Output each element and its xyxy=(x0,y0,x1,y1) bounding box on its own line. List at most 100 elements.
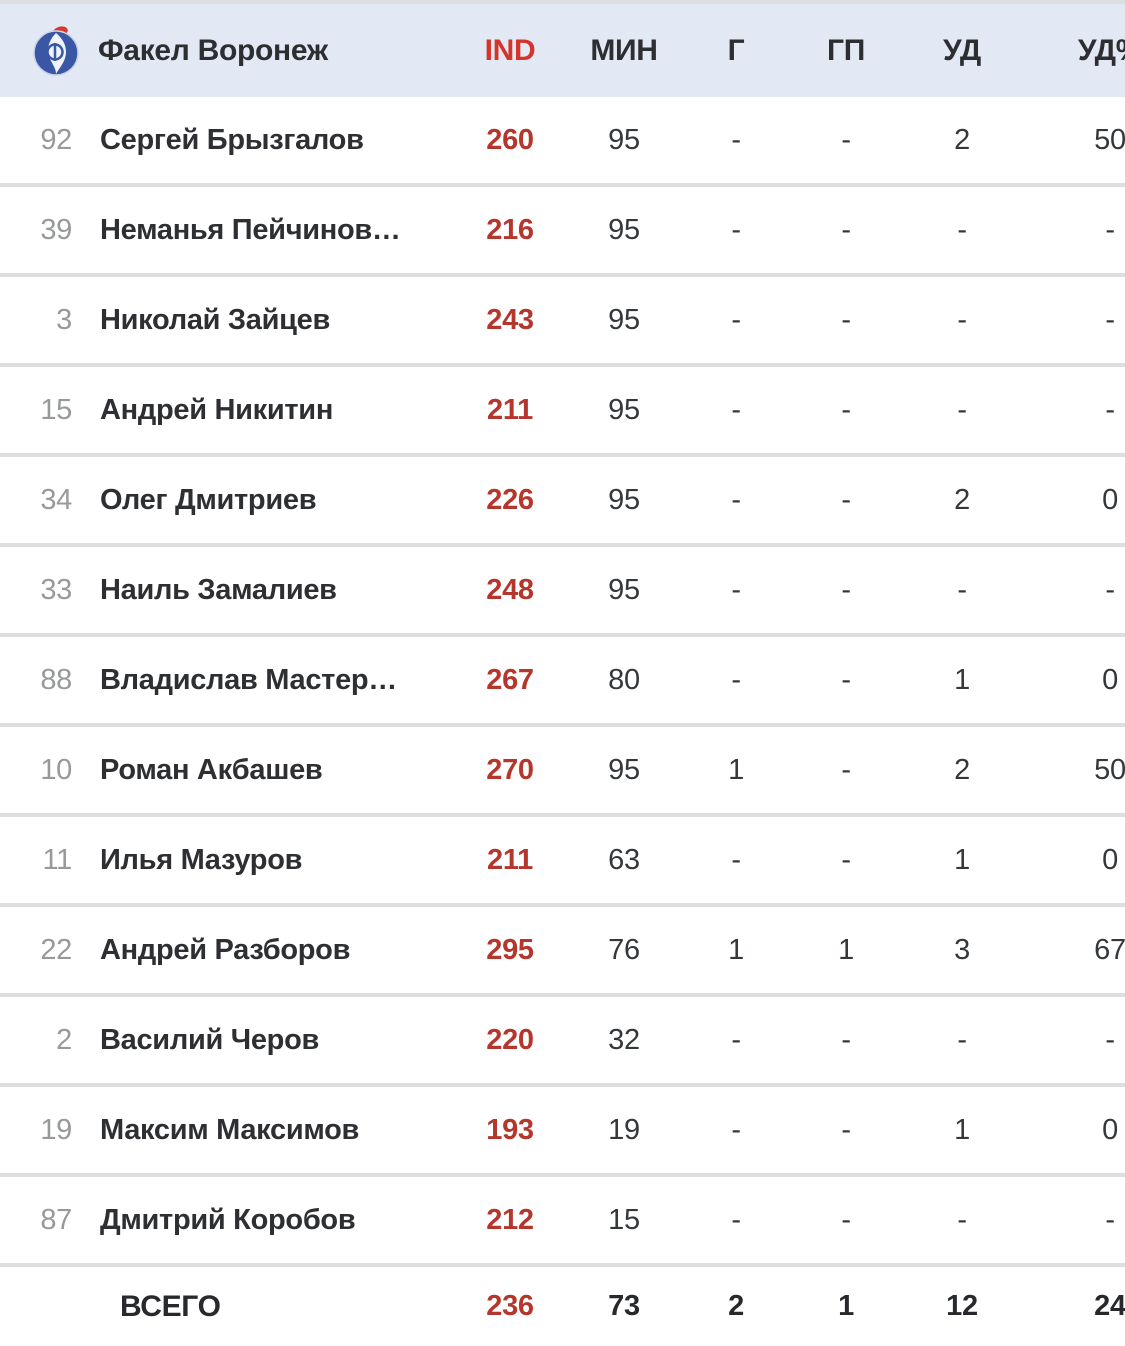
stat-udp: 50 xyxy=(1094,753,1125,786)
stat-ind: 193 xyxy=(486,1113,534,1146)
stat-ind: 260 xyxy=(486,123,534,156)
table-row[interactable]: 39 Неманья Пейчинов… 216 95 - - - - xyxy=(0,187,1125,277)
player-name[interactable]: Неманья Пейчинов… xyxy=(100,213,401,246)
stat-ind: 211 xyxy=(487,393,533,426)
stat-g: - xyxy=(731,843,741,876)
stat-gp: - xyxy=(841,483,851,516)
stat-gp: - xyxy=(841,1203,851,1236)
player-name[interactable]: Наиль Замалиев xyxy=(100,573,337,606)
jersey-number: 33 xyxy=(40,573,72,606)
jersey-number: 2 xyxy=(56,1023,72,1056)
table-header: Факел Воронеж IND МИН Г ГП УД УД% xyxy=(0,4,1125,97)
player-name[interactable]: Илья Мазуров xyxy=(100,843,303,876)
table-row[interactable]: 11 Илья Мазуров 211 63 - - 1 0 xyxy=(0,817,1125,907)
stat-g: 1 xyxy=(728,753,744,786)
stat-udp: - xyxy=(1105,573,1115,606)
team-name: Факел Воронеж xyxy=(98,33,328,67)
stat-udp: - xyxy=(1105,393,1115,426)
stat-gp: - xyxy=(841,753,851,786)
stat-ind: 226 xyxy=(486,483,534,516)
stat-udp: - xyxy=(1105,303,1115,336)
jersey-number: 88 xyxy=(40,663,72,696)
stat-min: 80 xyxy=(608,663,640,696)
stat-g: - xyxy=(731,483,741,516)
table-row[interactable]: 34 Олег Дмитриев 226 95 - - 2 0 xyxy=(0,457,1125,547)
stat-min: 95 xyxy=(608,573,640,606)
player-name[interactable]: Максим Максимов xyxy=(100,1113,360,1146)
stat-min: 19 xyxy=(608,1113,640,1146)
column-header-ud[interactable]: УД xyxy=(943,33,981,67)
stat-ud: - xyxy=(957,213,967,246)
stat-min: 15 xyxy=(608,1203,640,1236)
jersey-number: 34 xyxy=(40,483,72,516)
team-header[interactable]: Факел Воронеж xyxy=(0,25,430,77)
stat-min: 95 xyxy=(608,123,640,156)
stat-g: - xyxy=(731,123,741,156)
column-header-min[interactable]: МИН xyxy=(590,33,658,67)
stat-ud: 2 xyxy=(954,753,970,786)
table-row[interactable]: 3 Николай Зайцев 243 95 - - - - xyxy=(0,277,1125,367)
stat-ind: 220 xyxy=(486,1023,534,1056)
player-name[interactable]: Дмитрий Коробов xyxy=(100,1203,356,1236)
column-header-gp[interactable]: ГП xyxy=(827,33,865,67)
stat-udp: 50 xyxy=(1094,123,1125,156)
stat-min: 95 xyxy=(608,303,640,336)
total-min: 73 xyxy=(608,1290,640,1322)
stat-ud: - xyxy=(957,393,967,426)
table-row[interactable]: 88 Владислав Мастер… 267 80 - - 1 0 xyxy=(0,637,1125,727)
player-name[interactable]: Роман Акбашев xyxy=(100,753,323,786)
stat-ud: - xyxy=(957,1023,967,1056)
stat-min: 32 xyxy=(608,1023,640,1056)
table-row[interactable]: 15 Андрей Никитин 211 95 - - - - xyxy=(0,367,1125,457)
stat-g: - xyxy=(731,1203,741,1236)
stat-ud: 2 xyxy=(954,123,970,156)
stat-gp: - xyxy=(841,123,851,156)
stat-gp: - xyxy=(841,573,851,606)
stat-g: - xyxy=(731,393,741,426)
table-row[interactable]: 22 Андрей Разборов 295 76 1 1 3 67 xyxy=(0,907,1125,997)
jersey-number: 15 xyxy=(40,393,72,426)
stat-ind: 267 xyxy=(486,663,534,696)
jersey-number: 11 xyxy=(42,843,72,876)
table-row[interactable]: 10 Роман Акбашев 270 95 1 - 2 50 xyxy=(0,727,1125,817)
stat-ud: - xyxy=(957,1203,967,1236)
table-row[interactable]: 19 Максим Максимов 193 19 - - 1 0 xyxy=(0,1087,1125,1177)
total-gp: 1 xyxy=(838,1290,854,1322)
stat-g: - xyxy=(731,573,741,606)
player-name[interactable]: Андрей Разборов xyxy=(100,933,351,966)
stat-ind: 270 xyxy=(486,753,534,786)
column-header-udp[interactable]: УД% xyxy=(1077,33,1125,67)
table-row[interactable]: 2 Василий Черов 220 32 - - - - xyxy=(0,997,1125,1087)
player-name[interactable]: Олег Дмитриев xyxy=(100,483,317,516)
table-row[interactable]: 92 Сергей Брызгалов 260 95 - - 2 50 xyxy=(0,97,1125,187)
stat-ind: 295 xyxy=(486,933,534,966)
table-row[interactable]: 87 Дмитрий Коробов 212 15 - - - - xyxy=(0,1177,1125,1267)
stat-ind: 211 xyxy=(487,843,533,876)
stat-gp: - xyxy=(841,663,851,696)
player-name[interactable]: Василий Черов xyxy=(100,1023,320,1056)
player-name[interactable]: Сергей Брызгалов xyxy=(100,123,364,156)
stat-min: 95 xyxy=(608,483,640,516)
total-ud: 12 xyxy=(946,1290,978,1322)
stat-g: 1 xyxy=(728,933,744,966)
stat-gp: - xyxy=(841,393,851,426)
stat-min: 76 xyxy=(608,933,640,966)
stat-udp: - xyxy=(1105,1023,1115,1056)
player-name[interactable]: Андрей Никитин xyxy=(100,393,334,426)
stat-udp: 0 xyxy=(1102,843,1118,876)
stat-udp: - xyxy=(1105,213,1115,246)
stat-ud: 1 xyxy=(954,843,970,876)
table-row[interactable]: 33 Наиль Замалиев 248 95 - - - - xyxy=(0,547,1125,637)
stat-ud: - xyxy=(957,303,967,336)
stat-gp: - xyxy=(841,1113,851,1146)
stat-ud: - xyxy=(957,573,967,606)
stat-ud: 3 xyxy=(954,933,970,966)
column-header-ind[interactable]: IND xyxy=(484,33,536,67)
player-name[interactable]: Владислав Мастер… xyxy=(100,663,398,696)
total-g: 2 xyxy=(728,1290,744,1322)
player-name[interactable]: Николай Зайцев xyxy=(100,303,331,336)
column-header-g[interactable]: Г xyxy=(727,33,745,67)
jersey-number: 87 xyxy=(40,1203,72,1236)
stat-g: - xyxy=(731,303,741,336)
